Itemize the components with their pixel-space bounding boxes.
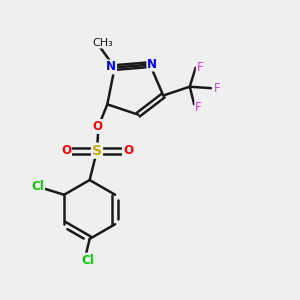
Text: F: F <box>197 61 203 74</box>
Text: O: O <box>92 120 102 133</box>
Text: F: F <box>214 82 221 95</box>
Text: N: N <box>147 58 158 70</box>
Text: Cl: Cl <box>31 180 44 193</box>
Text: N: N <box>106 61 116 74</box>
Text: O: O <box>123 144 133 157</box>
Text: F: F <box>195 101 202 114</box>
Text: CH₃: CH₃ <box>92 38 113 47</box>
Text: S: S <box>92 144 102 158</box>
Text: O: O <box>61 144 71 157</box>
Text: Cl: Cl <box>82 254 94 267</box>
